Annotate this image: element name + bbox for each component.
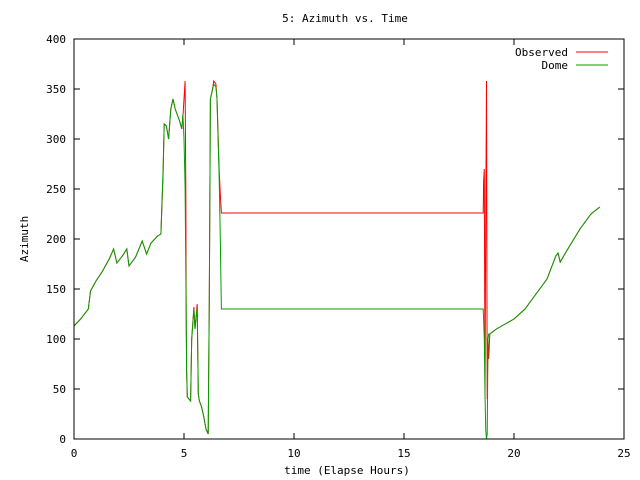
y-tick-label: 300 <box>46 133 66 146</box>
series-lines <box>73 79 601 440</box>
x-tick-label: 15 <box>397 447 410 460</box>
y-tick-label: 150 <box>46 283 66 296</box>
y-tick-label: 250 <box>46 183 66 196</box>
x-tick-label: 5 <box>181 447 188 460</box>
y-tick-label: 0 <box>59 433 66 446</box>
chart-title: 5: Azimuth vs. Time <box>282 12 408 25</box>
x-tick-label: 10 <box>287 447 300 460</box>
series-line-observed <box>73 79 601 435</box>
y-tick-label: 350 <box>46 83 66 96</box>
y-tick-label: 50 <box>53 383 66 396</box>
x-axis-label: time (Elapse Hours) <box>284 464 410 477</box>
x-tick-label: 20 <box>507 447 520 460</box>
y-tick-label: 200 <box>46 233 66 246</box>
series-line-dome <box>73 82 601 440</box>
x-tick-label: 0 <box>71 447 78 460</box>
y-tick-label: 400 <box>46 33 66 46</box>
legend-label-dome: Dome <box>542 59 569 72</box>
x-tick-label: 25 <box>617 447 630 460</box>
plot-border <box>73 38 625 440</box>
y-axis-label: Azimuth <box>18 216 31 262</box>
legend-label-observed: Observed <box>515 46 568 59</box>
y-tick-label: 100 <box>46 333 66 346</box>
